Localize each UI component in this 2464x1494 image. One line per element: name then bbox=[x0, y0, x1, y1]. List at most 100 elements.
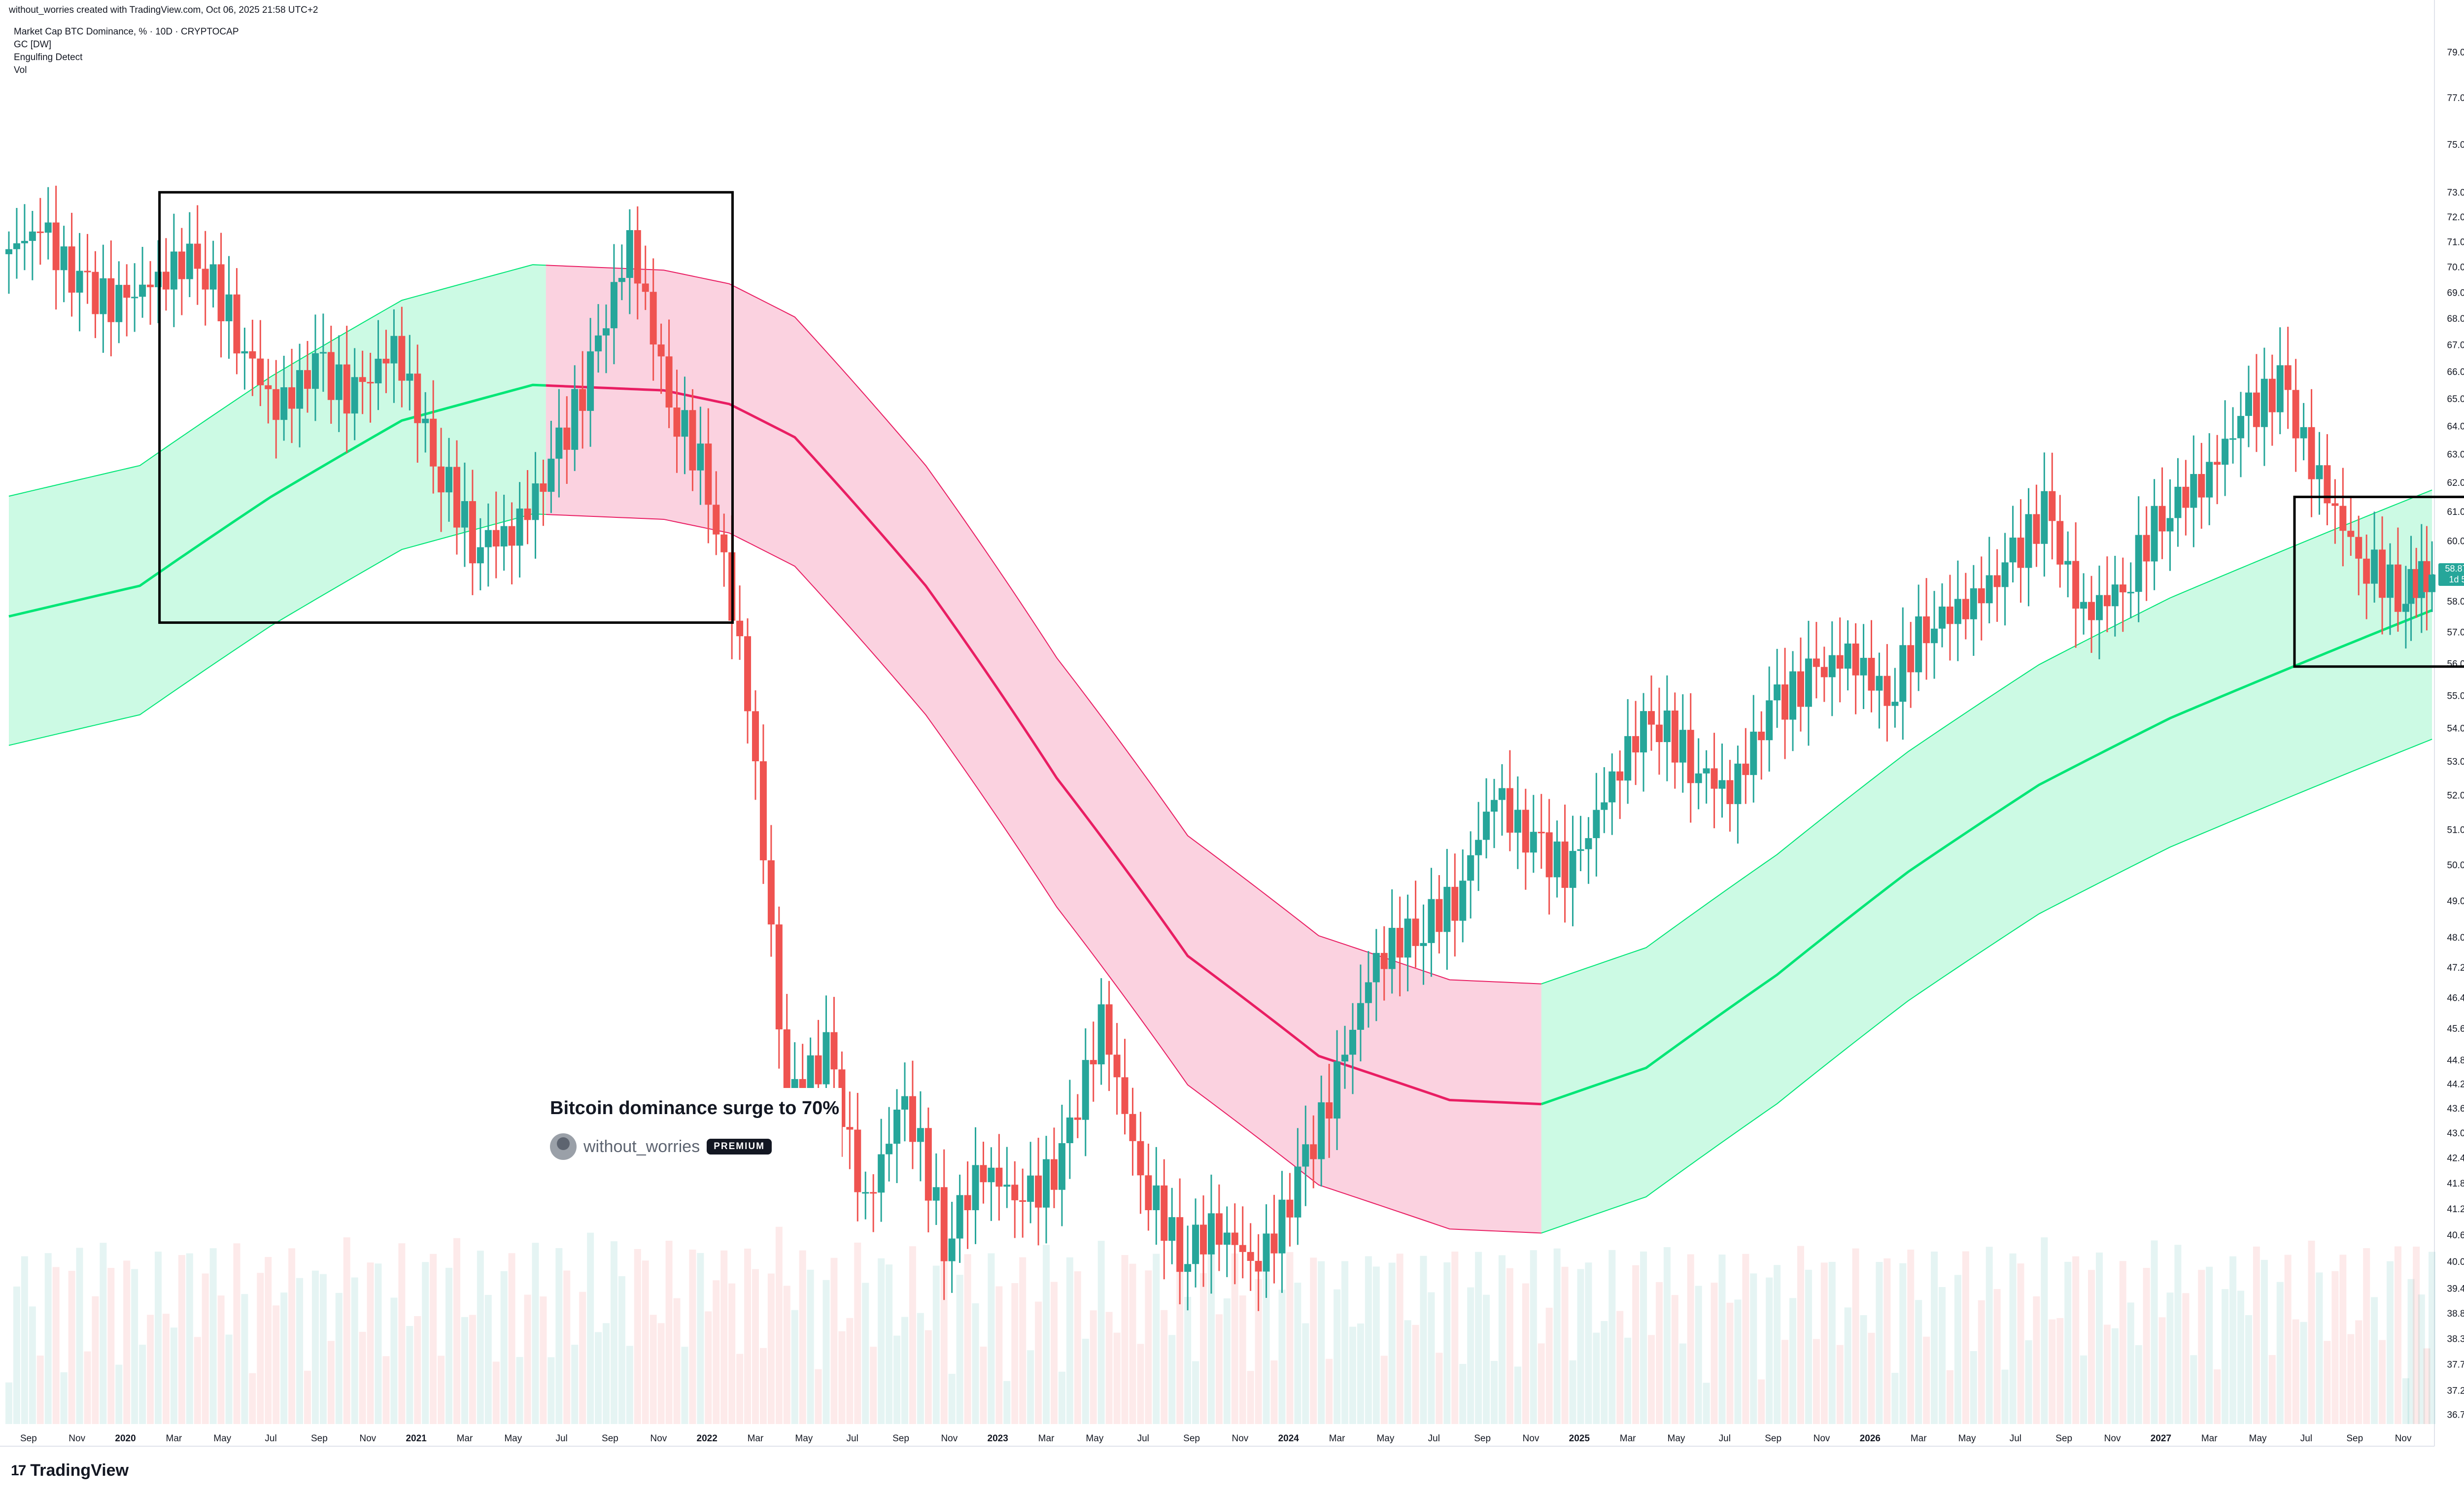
candle-body bbox=[1514, 810, 1521, 833]
candle-body bbox=[1506, 788, 1513, 833]
volume-bar bbox=[657, 1323, 665, 1424]
volume-bar bbox=[1907, 1249, 1915, 1424]
candle-body bbox=[1978, 588, 1985, 604]
volume-bar bbox=[1184, 1296, 1192, 1424]
candle-body bbox=[1907, 645, 1915, 673]
volume-bar bbox=[1467, 1287, 1474, 1424]
candle-body bbox=[1891, 702, 1899, 706]
candle-body bbox=[886, 1144, 893, 1154]
volume-bar bbox=[988, 1253, 995, 1424]
volume-bar bbox=[1962, 1251, 1969, 1424]
tradingview-logo[interactable]: 17 TradingView bbox=[11, 1461, 129, 1480]
candle-body bbox=[1326, 1102, 1333, 1119]
volume-bar bbox=[1412, 1324, 1419, 1424]
candle-body bbox=[1003, 1185, 1011, 1187]
candle-body bbox=[2056, 521, 2064, 565]
volume-bar bbox=[186, 1253, 193, 1424]
candle-body bbox=[2229, 438, 2237, 440]
candle-body bbox=[1349, 1029, 1356, 1055]
volume-bar bbox=[830, 1257, 838, 1424]
volume-bar bbox=[2025, 1340, 2032, 1424]
candle-body bbox=[327, 352, 335, 400]
volume-bar bbox=[1522, 1283, 1529, 1424]
candle-body bbox=[571, 389, 579, 450]
volume-bar bbox=[870, 1347, 877, 1424]
candle-body bbox=[752, 711, 759, 761]
tradingview-logo-icon: 17 bbox=[11, 1462, 26, 1479]
x-tick-label: Mar bbox=[1620, 1433, 1636, 1444]
volume-bar bbox=[2056, 1318, 2064, 1424]
volume-bar bbox=[327, 1341, 335, 1424]
volume-bar bbox=[1199, 1273, 1207, 1424]
volume-bar bbox=[2135, 1345, 2142, 1424]
x-tick-label: 2023 bbox=[988, 1433, 1008, 1444]
candle-body bbox=[500, 526, 508, 547]
y-tick-label: 40.60% bbox=[2447, 1230, 2464, 1241]
candle-body bbox=[1687, 730, 1694, 783]
candle-body bbox=[1318, 1102, 1325, 1159]
y-tick-label: 49.00% bbox=[2447, 896, 2464, 907]
volume-bar bbox=[2394, 1246, 2401, 1424]
volume-bar bbox=[500, 1271, 508, 1424]
candle-body bbox=[1852, 644, 1859, 676]
tradingview-wordmark: TradingView bbox=[30, 1461, 129, 1480]
volume-bar bbox=[807, 1269, 814, 1424]
indicator-engulfing[interactable]: Engulfing Detect bbox=[14, 52, 83, 63]
candle-body bbox=[1742, 763, 1749, 775]
volume-bar bbox=[273, 1305, 280, 1424]
candle-body bbox=[2072, 561, 2080, 609]
candle-body bbox=[932, 1187, 940, 1201]
volume-bar bbox=[1852, 1248, 1859, 1424]
idea-author[interactable]: without_worries PREMIUM bbox=[550, 1133, 772, 1160]
volume-bar bbox=[2190, 1355, 2197, 1424]
idea-card[interactable]: Bitcoin dominance surge to 70% without_w… bbox=[536, 1088, 842, 1174]
bar-countdown: 1d 5h bbox=[2449, 575, 2464, 585]
volume-bar bbox=[2229, 1256, 2237, 1424]
candle-body bbox=[673, 407, 681, 437]
x-tick-label: Nov bbox=[359, 1433, 376, 1444]
volume-bar bbox=[2103, 1324, 2111, 1424]
candle-body bbox=[2111, 584, 2119, 607]
volume-bar bbox=[453, 1238, 460, 1424]
idea-title[interactable]: Bitcoin dominance surge to 70% bbox=[550, 1098, 839, 1119]
volume-bar bbox=[728, 1283, 736, 1424]
volume-bar bbox=[1215, 1314, 1223, 1424]
volume-bar bbox=[2407, 1279, 2415, 1424]
author-name[interactable]: without_worries bbox=[583, 1137, 700, 1156]
x-tick-label: Jul bbox=[2300, 1433, 2312, 1444]
volume-bar bbox=[964, 1254, 971, 1424]
candle-body bbox=[2245, 392, 2252, 416]
volume-bars bbox=[5, 1226, 2436, 1424]
candle-body bbox=[1758, 731, 1765, 741]
candle-body bbox=[1161, 1185, 1168, 1241]
candle-body bbox=[2407, 569, 2415, 604]
candle-body bbox=[595, 335, 602, 352]
x-tick-label: Nov bbox=[68, 1433, 85, 1444]
volume-bar bbox=[2088, 1270, 2095, 1424]
gc-band-upper bbox=[8, 264, 546, 497]
volume-bar bbox=[1923, 1336, 1930, 1424]
candle-body bbox=[1035, 1175, 1042, 1208]
series-title[interactable]: Market Cap BTC Dominance, % · 10D · CRYP… bbox=[14, 27, 239, 37]
indicator-gc[interactable]: GC [DW] bbox=[14, 39, 51, 50]
candle-body bbox=[2331, 503, 2339, 506]
candle-body bbox=[1899, 645, 1907, 702]
candle-body bbox=[602, 328, 610, 336]
indicator-volume[interactable]: Vol bbox=[14, 65, 27, 75]
x-tick-label: May bbox=[504, 1433, 522, 1444]
candle-body bbox=[2260, 378, 2268, 427]
volume-bar bbox=[1302, 1323, 1309, 1424]
candle-body bbox=[115, 285, 123, 322]
volume-bar bbox=[1899, 1263, 1907, 1424]
volume-bar bbox=[1687, 1254, 1694, 1424]
volume-bar bbox=[1286, 1252, 1294, 1424]
candle-body bbox=[2049, 491, 2056, 521]
candle-body bbox=[1074, 1117, 1081, 1120]
volume-bar bbox=[540, 1296, 547, 1424]
volume-bar bbox=[1443, 1262, 1451, 1424]
volume-bar bbox=[2284, 1255, 2292, 1424]
volume-bar bbox=[2402, 1378, 2409, 1424]
candle-body bbox=[2413, 569, 2420, 598]
volume-bar bbox=[1993, 1289, 2001, 1424]
